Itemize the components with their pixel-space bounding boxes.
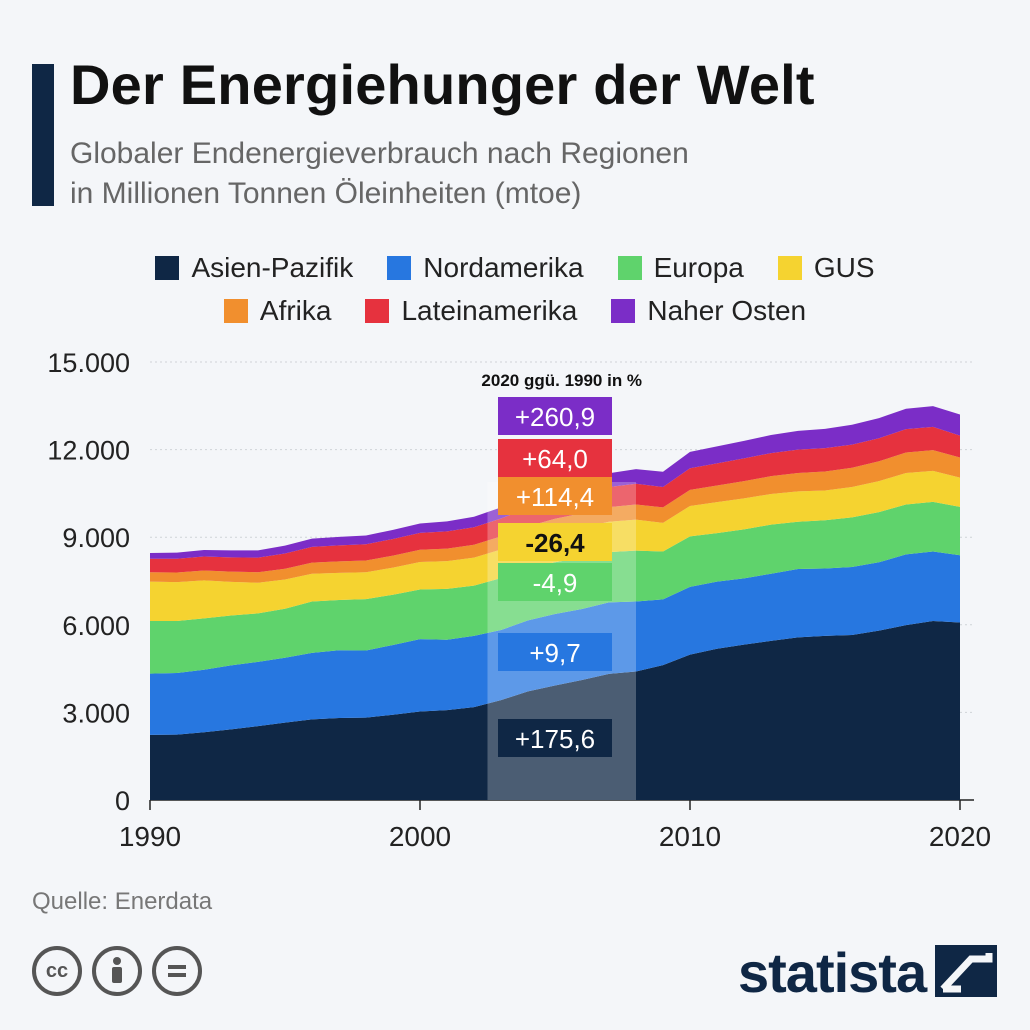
y-tick-label: 3.000 [62,698,130,728]
subtitle-line-2: in Millionen Tonnen Öleinheiten (mtoe) [70,177,582,210]
y-tick-label: 9.000 [62,523,130,553]
annotation-badge [498,523,612,561]
legend-swatch [155,256,180,280]
stacked-area-chart: 0 3.000 6.000 9.000 12.000 15.000 2020 ggü. 19… [47,348,991,852]
annotation-value: +64,0 [522,444,588,474]
legend-label: Europa [653,252,744,283]
statista-logo-icon [935,945,997,997]
annotation-heading: 2020 ggü. 1990 in % [481,371,642,390]
subtitle-line-1: Globaler Endenergieverbrauch nach Region… [70,137,689,170]
annotation-badge [498,563,612,601]
nd-icon[interactable] [152,946,202,996]
annotation-badge [498,439,612,477]
area-naher-osten [150,406,960,559]
annotation-badge [498,719,612,757]
y-tick-label: 12.000 [47,436,130,466]
page-subtitle: Globaler Endenergieverbrauch nach Region… [70,134,689,214]
x-tick-label: 2010 [659,821,721,852]
legend-item-lateinamerika: Lateinamerika [365,295,577,327]
legend-swatch [223,299,248,323]
legend-item-gus: GUS [777,252,875,284]
title-accent-bar [32,64,54,206]
legend-swatch [777,256,802,280]
annotation-value: +9,7 [529,638,580,668]
by-icon[interactable] [92,946,142,996]
legend-item-europa: Europa [617,252,744,284]
legend-swatch [611,299,636,323]
legend-item-asien-pazifik: Asien-Pazifik [155,252,353,284]
x-tick-label: 1990 [119,821,181,852]
area-afrika [150,450,960,583]
legend-row-2: Afrika Lateinamerika Naher Osten [0,295,1030,327]
annotation-value: -26,4 [525,528,585,558]
x-tick-label: 2000 [389,821,451,852]
legend-label: Lateinamerika [401,295,578,326]
legend-row-1: Asien-Pazifik Nordamerika Europa GUS [0,252,1030,284]
annotation-badge [498,633,612,671]
annotation-badge [498,397,612,435]
y-tick-label: 6.000 [62,611,130,641]
legend-label: Asien-Pazifik [191,252,354,283]
legend-label: Afrika [259,295,332,326]
legend-swatch [387,256,412,280]
legend-swatch [365,299,390,323]
y-tick-label: 0 [115,786,130,816]
annotation-badge [498,477,612,515]
legend-swatch [617,256,642,280]
area-asien-pazifik [150,621,960,800]
source-note: Quelle: Enerdata [32,888,213,915]
legend-item-afrika: Afrika [223,295,332,327]
annotation-value: -4,9 [533,568,578,598]
y-tick-label: 15.000 [47,348,130,378]
cc-icon[interactable]: cc [32,946,82,996]
license-icons: cc [32,946,202,996]
annotation-value: +114,4 [516,482,594,512]
x-tick-label: 2020 [929,821,991,852]
legend-item-naher-osten: Naher Osten [611,295,806,327]
page-title: Der Energiehunger der Welt [70,53,815,116]
annotation-value: +260,9 [515,402,595,432]
legend-label: Naher Osten [647,295,807,326]
annotation-value: +175,6 [515,724,595,754]
area-lateinamerika [150,426,960,573]
legend-label: Nordamerika [423,252,584,283]
statista-logo-text[interactable]: statista [738,941,927,1004]
legend-item-nordamerika: Nordamerika [387,252,584,284]
legend-label: GUS [813,252,875,283]
